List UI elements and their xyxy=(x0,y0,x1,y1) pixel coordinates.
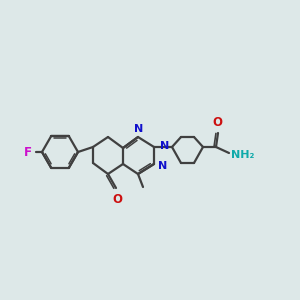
Text: O: O xyxy=(112,193,122,206)
Text: N: N xyxy=(134,124,144,134)
Text: N: N xyxy=(160,141,169,151)
Text: F: F xyxy=(24,146,32,158)
Text: N: N xyxy=(158,161,167,171)
Text: NH₂: NH₂ xyxy=(231,150,254,160)
Text: O: O xyxy=(212,116,222,129)
